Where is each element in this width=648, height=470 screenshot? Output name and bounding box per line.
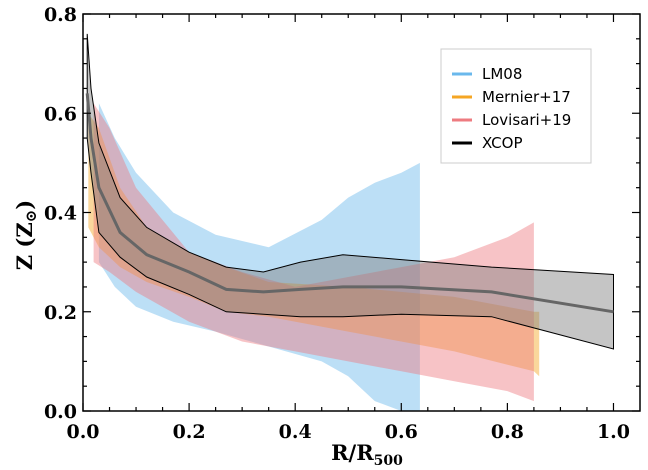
band-mernier-17 <box>88 113 540 377</box>
y-tick-label: 0.0 <box>44 401 77 423</box>
x-axis-label: R/R500 <box>331 440 403 469</box>
x-tick-label: 0.8 <box>491 421 524 443</box>
y-tick-label: 0.4 <box>44 203 77 225</box>
x-tick-label: 0.2 <box>173 421 206 443</box>
tick-labels: 0.0 0.2 0.4 0.6 0.8 1.0 0.0 0.2 0.4 0.6 0.8 <box>44 4 630 443</box>
y-tick-label: 0.6 <box>44 103 77 125</box>
legend-label-lovisari-19: Lovisari+19 <box>482 111 571 129</box>
legend-label-mernier-17: Mernier+17 <box>482 88 571 106</box>
data-bands <box>86 33 614 412</box>
x-tick-label: 1.0 <box>597 421 630 443</box>
band-xcop <box>86 33 614 350</box>
x-tick-label: 0.0 <box>66 421 99 443</box>
legend: LM08 Mernier+17 Lovisari+19 XCOP <box>440 48 592 164</box>
legend-label-xcop: XCOP <box>482 134 523 152</box>
axis-ticks <box>82 13 640 412</box>
x-tick-label: 0.4 <box>279 421 312 443</box>
y-tick-label: 0.2 <box>44 302 77 324</box>
median-lines <box>85 93 614 314</box>
legend-label-lm08: LM08 <box>482 65 522 83</box>
median-line-xcop <box>85 93 614 314</box>
band-lm08 <box>98 103 420 412</box>
y-axis-label: Z (Z⊙) <box>12 200 40 270</box>
x-tick-label: 0.6 <box>385 421 418 443</box>
band-lovisari-19 <box>93 103 534 402</box>
y-tick-label: 0.8 <box>44 4 77 26</box>
